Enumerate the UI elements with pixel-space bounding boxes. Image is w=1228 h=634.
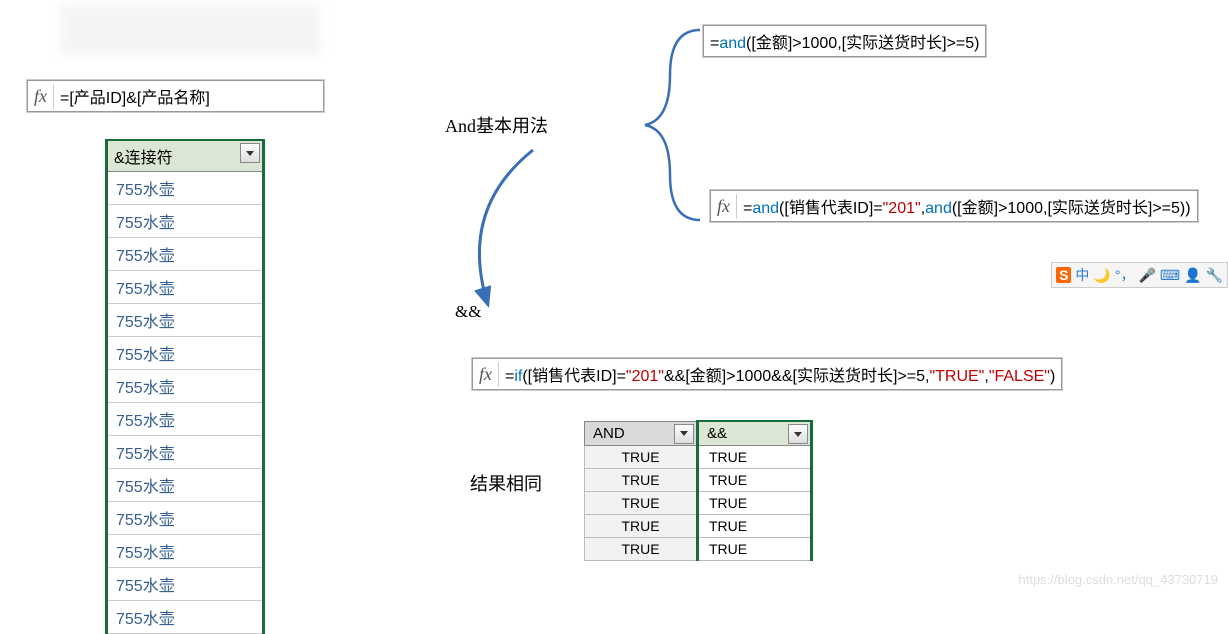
formula-if[interactable]: fx =if([销售代表ID]="201"&&[金额]>1000&&[实际送货时… (472, 358, 1062, 390)
table-cell[interactable]: 755水壶 (107, 172, 264, 205)
table-cell[interactable]: TRUE (585, 469, 698, 492)
brace-icon (630, 25, 710, 225)
ime-settings-icon[interactable]: 🔧 (1206, 267, 1223, 284)
table-cell[interactable]: 755水壶 (107, 304, 264, 337)
table-cell[interactable]: TRUE (585, 446, 698, 469)
filter-dropdown-icon[interactable] (788, 424, 808, 444)
table-cell[interactable]: 755水壶 (107, 403, 264, 436)
table-cell[interactable]: TRUE (698, 446, 812, 469)
ime-item[interactable]: °， (1115, 265, 1135, 285)
table-cell[interactable]: TRUE (698, 538, 812, 561)
ime-toolbar[interactable]: S 中 🌙 °， 🎤 ⌨ 👤 🔧 (1051, 262, 1228, 288)
formula-and-nested[interactable]: fx =and([销售代表ID]="201",and([金额]>1000,[实际… (710, 190, 1198, 222)
table-cell[interactable]: TRUE (585, 515, 698, 538)
ime-moon-icon[interactable]: 🌙 (1093, 267, 1110, 284)
formula-bar-left[interactable]: fx =[产品ID]&[产品名称] (27, 80, 324, 112)
ime-mic-icon[interactable]: 🎤 (1138, 267, 1155, 284)
concat-column-header[interactable]: &连接符 (107, 140, 264, 172)
table-cell[interactable]: TRUE (698, 515, 812, 538)
table-cell[interactable]: TRUE (698, 492, 812, 515)
formula-and-simple[interactable]: =and([金额]>1000,[实际送货时长]>=5) (703, 25, 986, 57)
formula-and-simple-content: =and([金额]>1000,[实际送货时长]>=5) (704, 26, 985, 56)
result-table: AND && TRUETRUETRUETRUETRUETRUETRUETRUET… (584, 420, 813, 561)
table-cell[interactable]: 755水壶 (107, 436, 264, 469)
concat-column-table: &连接符 755水壶755水壶755水壶755水壶755水壶755水壶755水壶… (105, 139, 265, 634)
table-cell[interactable]: 755水壶 (107, 469, 264, 502)
table-cell[interactable]: 755水壶 (107, 535, 264, 568)
fx-icon: fx (28, 84, 54, 109)
label-same-result: 结果相同 (470, 470, 542, 496)
ime-person-icon[interactable]: 👤 (1184, 267, 1201, 284)
table-cell[interactable]: 755水壶 (107, 502, 264, 535)
table-cell[interactable]: TRUE (698, 469, 812, 492)
watermark: https://blog.csdn.net/qq_43730719 (1019, 572, 1219, 587)
filter-dropdown-icon[interactable] (674, 424, 694, 444)
ime-item[interactable]: 中 (1075, 265, 1089, 285)
arrow-icon (448, 140, 548, 320)
formula-left-content: =[产品ID]&[产品名称] (54, 81, 216, 111)
fx-icon: fx (711, 194, 737, 219)
blurred-region (60, 5, 320, 55)
result-col-amp[interactable]: && (698, 421, 812, 446)
table-cell[interactable]: 755水壶 (107, 337, 264, 370)
table-cell[interactable]: TRUE (585, 492, 698, 515)
table-cell[interactable]: 755水壶 (107, 601, 264, 634)
table-cell[interactable]: TRUE (585, 538, 698, 561)
ime-keyboard-icon[interactable]: ⌨ (1160, 267, 1180, 284)
sogou-logo-icon: S (1056, 267, 1071, 283)
table-cell[interactable]: 755水壶 (107, 370, 264, 403)
result-col-and[interactable]: AND (585, 421, 698, 446)
table-cell[interactable]: 755水壶 (107, 205, 264, 238)
fx-icon: fx (473, 362, 499, 387)
filter-dropdown-icon[interactable] (240, 143, 260, 163)
table-cell[interactable]: 755水壶 (107, 568, 264, 601)
formula-and-nested-content: =and([销售代表ID]="201",and([金额]>1000,[实际送货时… (737, 191, 1197, 221)
label-and-usage: And基本用法 (445, 112, 548, 138)
label-amp: && (455, 302, 481, 322)
table-cell[interactable]: 755水壶 (107, 238, 264, 271)
table-cell[interactable]: 755水壶 (107, 271, 264, 304)
formula-if-content: =if([销售代表ID]="201"&&[金额]>1000&&[实际送货时长]>… (499, 359, 1061, 389)
